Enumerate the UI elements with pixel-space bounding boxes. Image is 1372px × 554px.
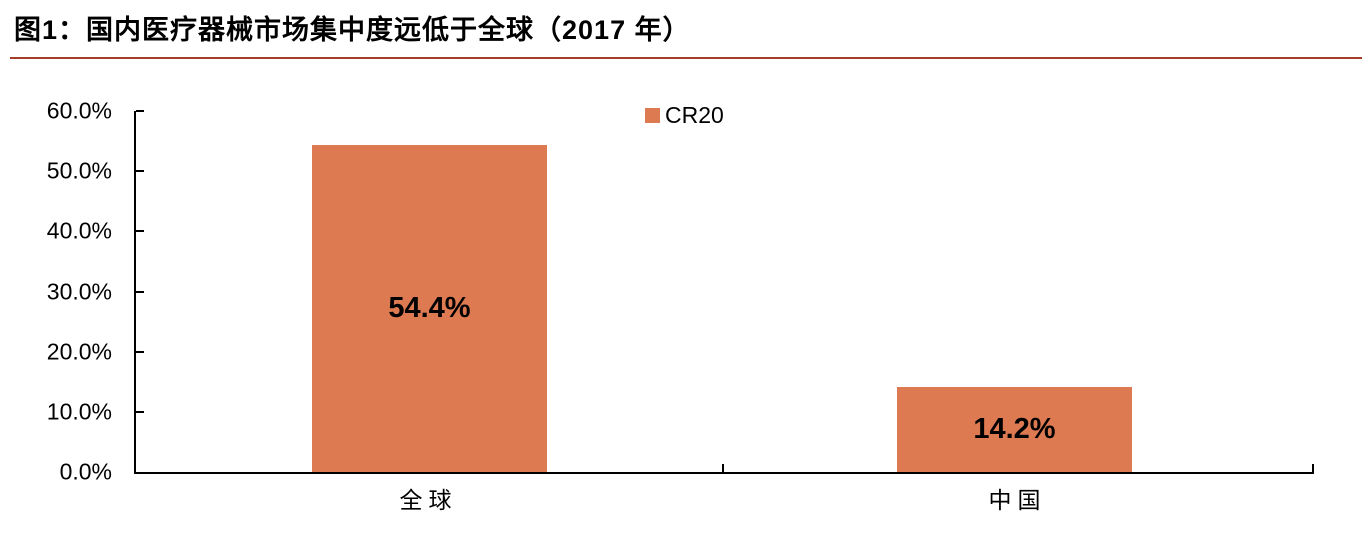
x-axis-tick-mark bbox=[1312, 464, 1314, 472]
y-tick-label: 40.0% bbox=[46, 217, 112, 244]
y-axis-tick-mark bbox=[136, 110, 144, 112]
y-axis-tick-mark bbox=[136, 350, 144, 353]
y-tick-label: 10.0% bbox=[46, 398, 112, 425]
legend-swatch-icon bbox=[645, 108, 660, 123]
bar-global: 54.4% bbox=[311, 144, 547, 472]
y-axis-tick-labels: 60.0% 50.0% 40.0% 30.0% 20.0% 10.0% 0.0% bbox=[0, 99, 112, 483]
y-tick-label: 50.0% bbox=[46, 157, 112, 184]
legend-series-label: CR20 bbox=[665, 102, 724, 128]
title-underline-rule bbox=[10, 57, 1362, 59]
x-axis-tick-mark bbox=[722, 464, 725, 472]
y-axis-tick-mark bbox=[136, 290, 144, 293]
chart-legend: CR20 bbox=[645, 104, 724, 127]
x-axis-category-labels: 全球 中国 bbox=[134, 489, 1312, 519]
y-tick-label: 20.0% bbox=[46, 338, 112, 365]
figure-title: 图1：国内医疗器械市场集中度远低于全球（2017 年） bbox=[14, 15, 691, 45]
y-axis-tick-mark bbox=[136, 410, 144, 413]
y-tick-label: 0.0% bbox=[59, 458, 112, 485]
bar-china: 14.2% bbox=[896, 386, 1132, 472]
y-tick-label: 60.0% bbox=[46, 97, 112, 124]
bar-value-label: 54.4% bbox=[388, 291, 471, 324]
y-axis-tick-mark bbox=[136, 230, 144, 233]
plot-area: 54.4% 14.2% bbox=[134, 110, 1314, 474]
x-category-label-china: 中国 bbox=[988, 487, 1047, 513]
x-category-label-global: 全球 bbox=[399, 487, 458, 513]
y-axis-tick-mark bbox=[136, 170, 144, 173]
bar-value-label: 14.2% bbox=[973, 412, 1056, 445]
y-tick-label: 30.0% bbox=[46, 278, 112, 304]
